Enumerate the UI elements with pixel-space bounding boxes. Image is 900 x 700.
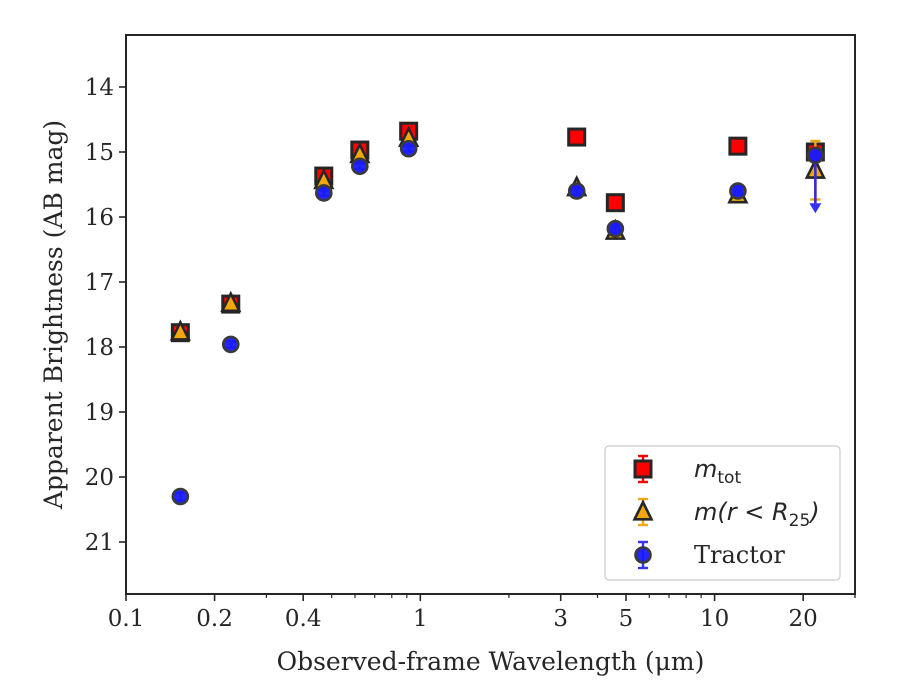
x-tick-label: 20 <box>789 606 818 632</box>
legend-entry: Tractor <box>634 540 785 570</box>
legend-marker <box>634 546 652 564</box>
legend-label: mtot <box>694 455 741 488</box>
y-tick-label: 21 <box>85 530 114 556</box>
data-point <box>728 136 748 156</box>
data-point <box>220 290 242 313</box>
series-triangle <box>169 125 826 341</box>
x-axis-label: Observed-frame Wavelength (μm) <box>277 647 705 676</box>
x-tick-label: 3 <box>553 606 568 632</box>
data-point <box>171 487 190 506</box>
legend-marker <box>632 499 654 521</box>
y-tick-label: 19 <box>85 400 114 426</box>
series-square <box>170 121 825 343</box>
data-point <box>606 219 625 238</box>
y-tick-label: 18 <box>85 335 114 361</box>
data-point <box>351 157 369 176</box>
data-point <box>399 139 418 158</box>
x-tick-label: 0.2 <box>196 606 233 632</box>
legend-entry: mtot <box>633 454 741 488</box>
plot-frame <box>125 34 856 595</box>
y-tick-label: 20 <box>85 465 114 491</box>
x-tick-label: 10 <box>700 606 729 632</box>
x-tick-label: 0.1 <box>108 606 145 632</box>
data-point <box>567 127 587 147</box>
legend-label: Tractor <box>694 541 785 569</box>
data-point <box>806 146 825 165</box>
data-point <box>567 182 586 200</box>
x-tick-label: 0.4 <box>285 606 322 632</box>
legend: mtot m(r < R25) Tractor <box>604 445 841 581</box>
y-axis-label: Apparent Brightness (AB mag) <box>39 120 68 510</box>
y-tick-label: 16 <box>85 205 114 231</box>
y-axis-ticks: 14 15 16 17 18 19 20 21 <box>85 75 126 556</box>
y-tick-label: 17 <box>85 270 114 296</box>
x-axis-ticks: 0.1 0.2 0.4 1 3 5 10 20 <box>108 594 856 632</box>
upper-limit-arrow <box>809 203 822 214</box>
data-point <box>221 335 240 354</box>
y-tick-label: 14 <box>85 75 114 101</box>
x-tick-label: 5 <box>619 606 634 632</box>
legend-marker <box>633 459 653 479</box>
data-point <box>729 182 747 200</box>
series-circle <box>171 139 825 506</box>
x-tick-label: 1 <box>413 606 428 632</box>
data-point <box>605 193 625 213</box>
data-point <box>169 319 191 341</box>
data-point <box>314 184 333 202</box>
legend-label: m(r < R25) <box>694 498 820 531</box>
plot-layer <box>169 121 826 506</box>
legend-box <box>604 445 841 581</box>
legend-entry: m(r < R25) <box>632 497 820 531</box>
y-tick-label: 15 <box>85 140 114 166</box>
